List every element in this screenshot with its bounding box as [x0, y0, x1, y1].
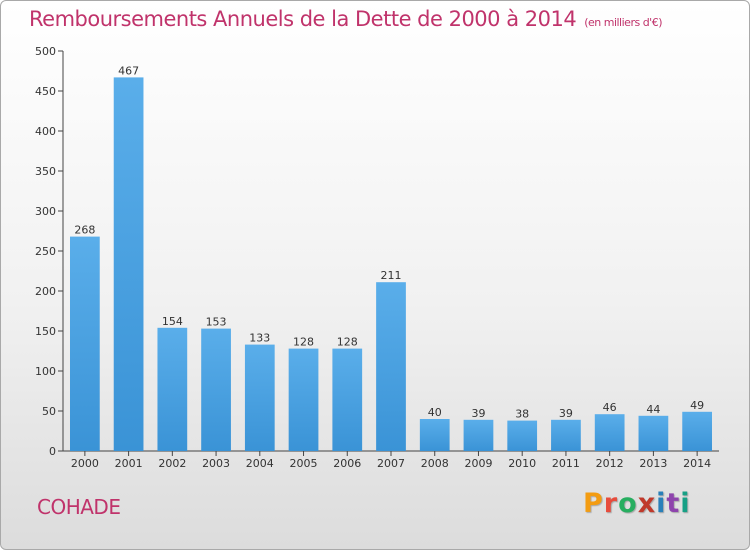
x-tick-label: 2002 [158, 457, 186, 470]
bar [113, 77, 144, 452]
y-tick-label: 50 [42, 405, 56, 418]
value-label: 153 [206, 316, 227, 329]
bar [594, 414, 625, 451]
y-tick-label: 0 [49, 445, 56, 458]
value-label: 40 [428, 406, 442, 419]
x-tick-label: 2011 [552, 457, 580, 470]
y-tick-label: 400 [35, 125, 56, 138]
bar [507, 420, 538, 451]
chart-unit: (en milliers d'€) [584, 16, 662, 29]
value-label: 38 [515, 408, 529, 421]
x-tick-label: 2013 [639, 457, 667, 470]
x-tick-label: 2004 [246, 457, 274, 470]
x-tick-label: 2012 [596, 457, 624, 470]
bar [332, 348, 363, 451]
value-label: 39 [559, 407, 573, 420]
bar [463, 419, 494, 451]
bar [638, 415, 669, 451]
logo-letter: t [666, 488, 681, 519]
x-tick-label: 2000 [71, 457, 99, 470]
logo-letter: i [680, 488, 691, 519]
bar [419, 419, 450, 451]
y-tick-label: 450 [35, 85, 56, 98]
chart-title-text: Remboursements Annuels de la Dette de 20… [29, 7, 577, 31]
proxiti-logo: Proxiti [583, 488, 691, 519]
bar [201, 328, 231, 451]
bar [157, 327, 188, 451]
x-tick-label: 2005 [290, 457, 318, 470]
value-label: 268 [74, 224, 95, 237]
value-label: 133 [249, 332, 270, 345]
bar [682, 411, 713, 451]
value-label: 211 [381, 269, 402, 282]
value-label: 44 [646, 403, 660, 416]
bar [376, 282, 406, 451]
y-tick-label: 250 [35, 245, 56, 258]
x-tick-label: 2007 [377, 457, 405, 470]
y-tick-label: 500 [35, 45, 56, 58]
logo-letter: P [583, 488, 604, 519]
x-tick-label: 2008 [421, 457, 449, 470]
bar [551, 419, 581, 451]
bar [244, 344, 275, 451]
x-tick-label: 2014 [683, 457, 711, 470]
bar [69, 236, 100, 451]
x-tick-label: 2001 [115, 457, 143, 470]
chart-title: Remboursements Annuels de la Dette de 20… [29, 7, 662, 31]
logo-letter: r [603, 488, 619, 519]
value-label: 154 [162, 315, 183, 328]
value-label: 467 [118, 64, 139, 77]
value-label: 128 [293, 336, 314, 349]
x-tick-label: 2009 [464, 457, 492, 470]
value-label: 49 [690, 399, 704, 412]
value-label: 46 [603, 401, 617, 414]
x-tick-label: 2003 [202, 457, 230, 470]
commune-name: COHADE [37, 495, 121, 519]
value-label: 128 [337, 336, 358, 349]
x-tick-label: 2006 [333, 457, 361, 470]
value-label: 39 [471, 407, 485, 420]
logo-letter: x [637, 488, 657, 519]
y-tick-label: 350 [35, 165, 56, 178]
y-tick-label: 200 [35, 285, 56, 298]
y-tick-label: 300 [35, 205, 56, 218]
bar [288, 348, 319, 451]
x-tick-label: 2010 [508, 457, 536, 470]
logo-letter: o [618, 488, 638, 519]
logo-letter: i [656, 488, 667, 519]
y-tick-label: 150 [35, 325, 56, 338]
y-tick-label: 100 [35, 365, 56, 378]
